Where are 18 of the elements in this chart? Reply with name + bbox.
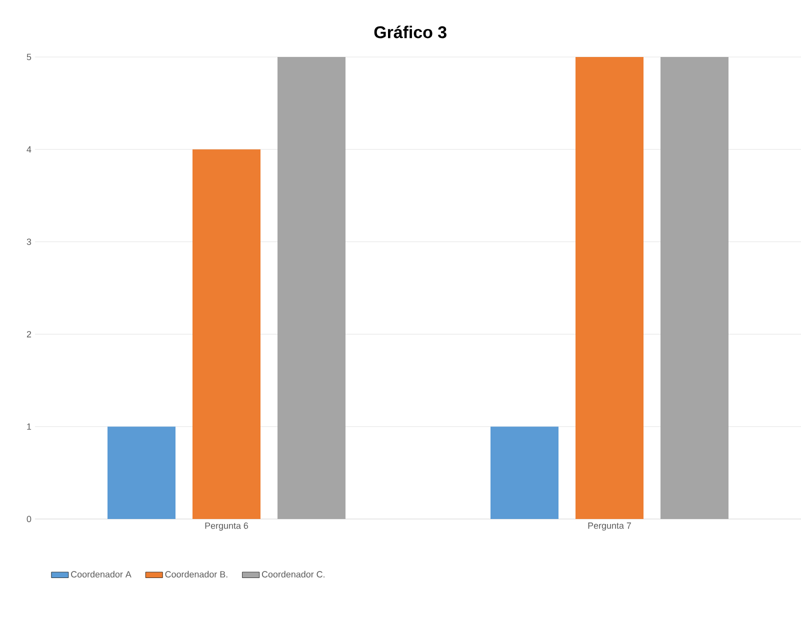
y-tick-label: 0	[26, 516, 32, 522]
chart-title: Gráfico 3	[374, 26, 446, 38]
legend-label: Coordenador C.	[262, 570, 324, 578]
legend-label: Coordenador B.	[165, 570, 228, 578]
y-tick-label: 5	[26, 54, 32, 60]
bar	[192, 149, 261, 519]
y-tick-label: 4	[26, 146, 32, 152]
x-tick-label: Pergunta 6	[205, 522, 248, 531]
bar	[108, 426, 176, 519]
bar	[576, 56, 644, 519]
legend-label: Coordenador A	[71, 570, 132, 578]
y-tick-label: 2	[26, 331, 32, 338]
y-tick-label: 1	[27, 424, 32, 430]
bar	[660, 56, 729, 519]
bar	[278, 56, 346, 519]
y-tick-label: 3	[26, 238, 32, 245]
x-tick-label: Pergunta 7	[588, 522, 631, 531]
bar	[490, 426, 559, 519]
